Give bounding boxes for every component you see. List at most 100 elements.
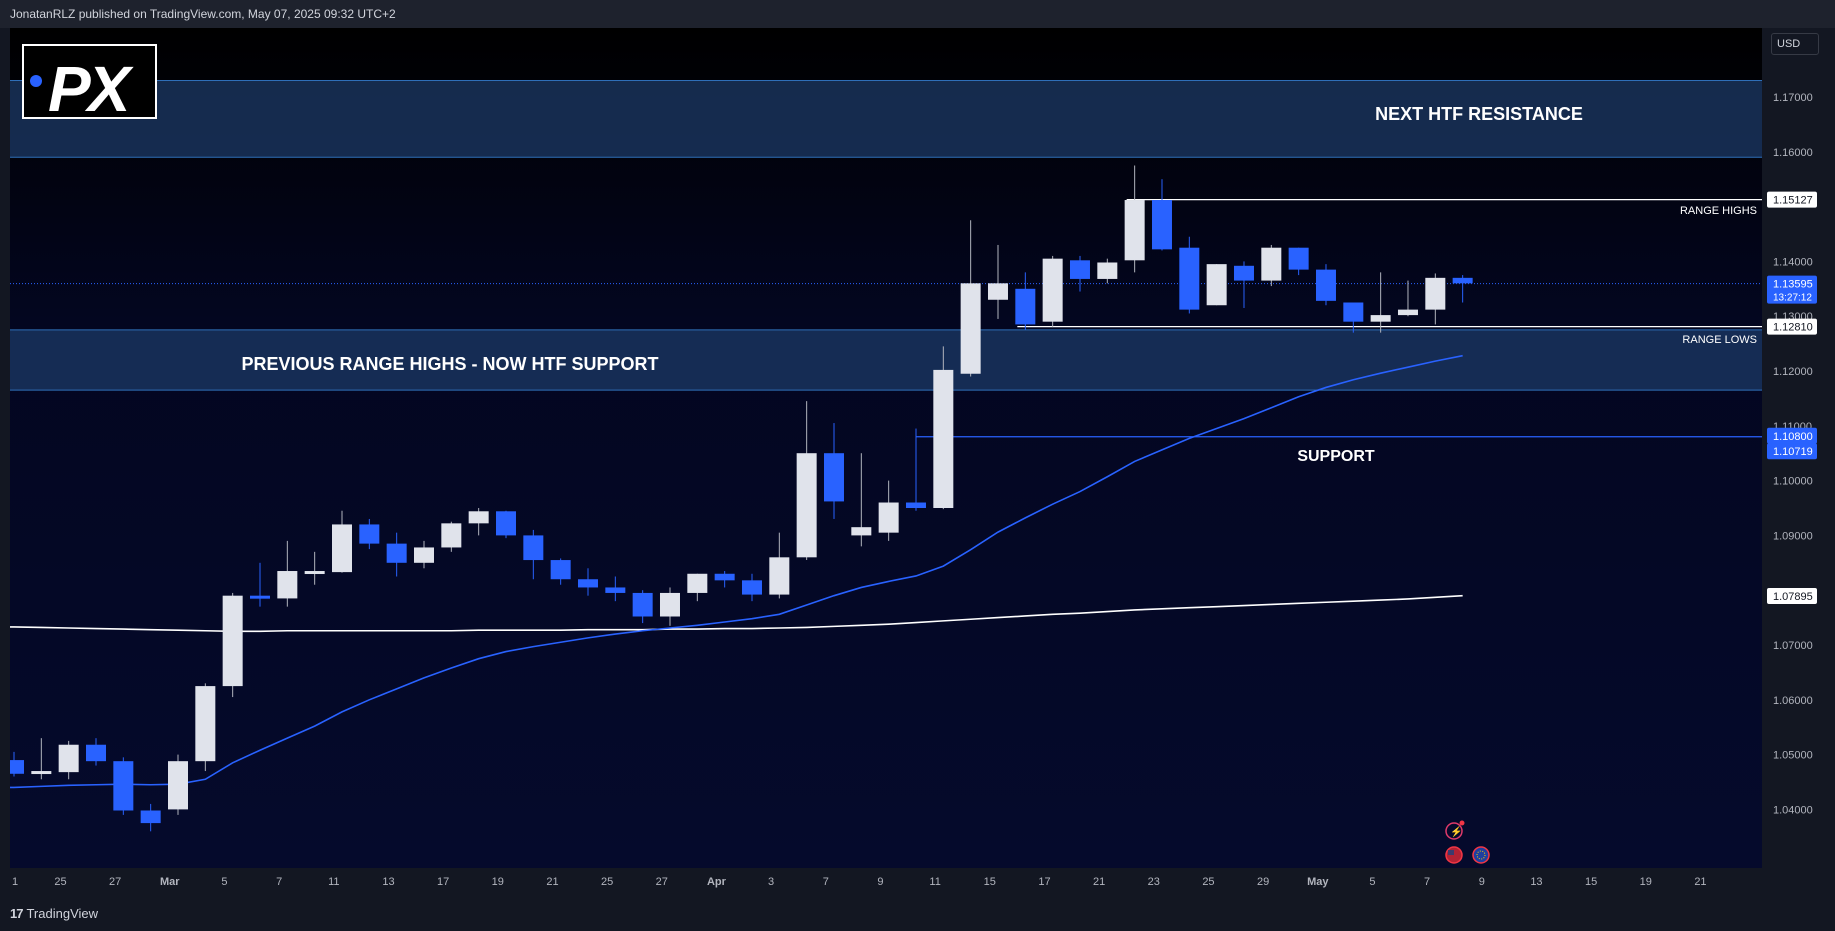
candle — [1315, 264, 1336, 306]
ma-fast-line — [10, 354, 1463, 789]
time-tick-label: 19 — [1640, 876, 1652, 888]
time-tick-label: 15 — [1585, 876, 1597, 888]
zone-support — [10, 329, 1762, 391]
time-tick-label: 17 — [437, 876, 449, 888]
candle-body — [851, 527, 872, 536]
price-tick-label: 1.17000 — [1773, 92, 1813, 104]
time-tick-label: 9 — [877, 876, 883, 888]
candle-body — [1151, 200, 1172, 250]
candle — [359, 518, 380, 550]
price-label-value: 1.10719 — [1773, 446, 1813, 458]
resistance-label: NEXT HTF RESISTANCE — [1375, 104, 1583, 124]
candle-body — [1015, 288, 1036, 325]
candle-body — [1452, 277, 1473, 284]
price-label-range_high: 1.15127 — [1767, 191, 1817, 208]
publish-info-text: JonatanRLZ published on TradingView.com,… — [10, 7, 396, 21]
price-tick-label: 1.05000 — [1773, 750, 1813, 762]
candle — [195, 683, 216, 772]
candle-body — [1370, 315, 1391, 322]
candle-body — [10, 760, 24, 774]
candle — [632, 590, 653, 624]
candle-body — [1425, 277, 1446, 310]
svg-text:⚡: ⚡ — [1450, 825, 1462, 838]
time-tick-label: 5 — [1369, 876, 1375, 888]
price-label-box — [1767, 587, 1817, 604]
tradingview-brand-text: TradingView — [26, 906, 99, 921]
candle — [85, 738, 106, 766]
candle — [1288, 247, 1309, 276]
candle — [1124, 165, 1145, 273]
candle — [523, 529, 544, 580]
time-tick-label: 27 — [656, 876, 668, 888]
price-label-box — [1767, 427, 1817, 444]
candle-body — [495, 511, 516, 536]
price-tick-label: 1.07000 — [1773, 640, 1813, 652]
event-icons[interactable]: ⚡ — [1445, 820, 1490, 864]
candle-body — [878, 502, 899, 533]
tradingview-footer[interactable]: 17 TradingView — [10, 906, 98, 921]
candle-body — [331, 524, 352, 573]
candle — [1042, 255, 1063, 328]
currency-button[interactable]: USD — [1771, 33, 1819, 55]
chart-pane[interactable] — [10, 28, 1762, 868]
candle-body — [1288, 247, 1309, 270]
candle — [1261, 244, 1282, 287]
candle — [714, 571, 735, 588]
candle — [10, 751, 24, 777]
candle — [58, 740, 79, 780]
candle-body — [823, 453, 844, 502]
candle-body — [113, 761, 134, 811]
candle-body — [1097, 262, 1118, 279]
candle-body — [1069, 260, 1090, 279]
moving-averages-layer — [10, 354, 1463, 789]
candle — [823, 423, 844, 519]
candle-body — [304, 571, 325, 575]
candle — [1452, 275, 1473, 303]
price-tick-label: 1.04000 — [1773, 804, 1813, 816]
time-tick-label: 21 — [1694, 876, 1706, 888]
support-line-label: SUPPORT — [1297, 448, 1375, 465]
candle-body — [58, 744, 79, 773]
support-zone-label: PREVIOUS RANGE HIGHS - NOW HTF SUPPORT — [241, 354, 658, 374]
candle-body — [468, 511, 489, 524]
candle-body — [1179, 247, 1200, 310]
candle-body — [605, 587, 626, 593]
range-high-label: RANGE HIGHS — [1680, 205, 1757, 217]
candle — [113, 757, 134, 815]
candle-body — [386, 543, 407, 563]
candle — [878, 480, 899, 541]
candle-body — [1206, 264, 1227, 306]
time-tick-label: 1 — [12, 876, 18, 888]
candle — [769, 532, 790, 599]
candle-body — [167, 761, 188, 810]
time-tick-label: Apr — [707, 876, 727, 888]
time-axis-panel[interactable] — [10, 868, 1764, 896]
price-label-value: 1.13595 — [1773, 279, 1813, 291]
candle — [851, 453, 872, 547]
candle — [1206, 264, 1227, 306]
candle — [687, 573, 708, 602]
time-tick-label: 25 — [601, 876, 613, 888]
price-axis-panel[interactable] — [1764, 28, 1835, 896]
price-tick-label: 1.09000 — [1773, 530, 1813, 542]
candle-body — [31, 771, 52, 775]
candle — [249, 562, 270, 607]
time-tick-label: 19 — [492, 876, 504, 888]
candle — [386, 532, 407, 577]
zones-layer — [10, 80, 1762, 391]
candle — [1097, 258, 1118, 284]
candle — [1370, 272, 1391, 333]
candle — [413, 540, 434, 569]
candle — [1015, 272, 1036, 330]
candle — [550, 558, 571, 585]
candle — [1151, 179, 1172, 251]
price-label-range_low: 1.12810 — [1767, 318, 1817, 335]
flash-event-icon — [1445, 822, 1463, 840]
range-low-label: RANGE LOWS — [1682, 334, 1757, 346]
candle-body — [1261, 247, 1282, 281]
candle — [277, 540, 298, 607]
candle-body — [1315, 269, 1336, 301]
logo-text: PX — [48, 53, 134, 125]
candle-body — [277, 571, 298, 599]
